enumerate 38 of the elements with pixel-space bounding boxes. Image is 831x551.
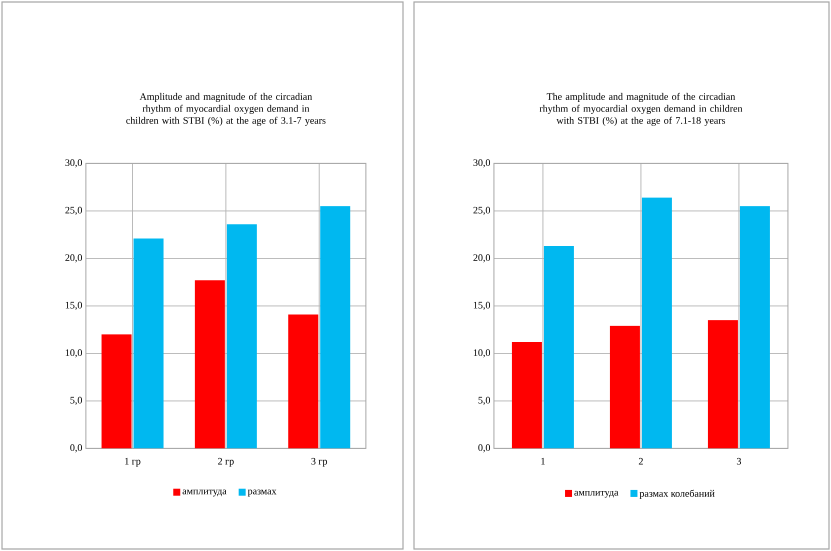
y-tick-label: 25,0 <box>473 206 490 215</box>
x-tick-label: 3 гр <box>311 458 328 467</box>
bar <box>320 206 350 448</box>
bar <box>740 206 770 448</box>
y-tick-label: 25,0 <box>65 206 82 215</box>
chart-title: Amplitude and magnitude of the circadian rhythm of myocardial oxygen demand in children with STBI (%) at the age of 3.1-7 years <box>126 92 326 126</box>
bar <box>512 342 542 448</box>
legend-label: амплитуда <box>574 490 618 498</box>
bar <box>226 224 257 448</box>
bar <box>708 320 738 448</box>
bar <box>642 198 672 448</box>
y-tick-label: 0,0 <box>478 444 490 452</box>
legend-label: размах <box>248 490 276 496</box>
legend-label: размах колебаний <box>640 490 715 499</box>
y-tick-label: 0,0 <box>70 444 82 452</box>
bar <box>194 280 225 448</box>
x-tick-label: 2 <box>638 458 643 464</box>
bar <box>102 334 132 448</box>
x-tick-label: 1 гр <box>125 458 140 467</box>
y-tick-label: 15,0 <box>474 302 490 310</box>
y-tick-label: 5,0 <box>478 396 490 405</box>
y-tick-label: 10,0 <box>474 349 490 358</box>
y-tick-label: 20,0 <box>65 254 82 262</box>
y-tick-label: 20,0 <box>473 254 490 262</box>
y-tick-label: 30,0 <box>473 159 490 168</box>
x-tick-label: 2 гр <box>218 458 234 467</box>
bar <box>288 314 318 448</box>
legend-label: амплитуда <box>182 490 227 496</box>
bar <box>134 238 164 448</box>
y-tick-label: 15,0 <box>66 302 82 310</box>
y-tick-label: 5,0 <box>70 396 82 405</box>
bar <box>610 326 640 448</box>
y-tick-label: 10,0 <box>66 349 82 358</box>
y-tick-label: 30,0 <box>65 159 82 168</box>
x-tick-label: 3 <box>736 458 742 465</box>
x-tick-label: 1 <box>541 458 545 464</box>
bar <box>544 246 574 448</box>
chart-title: The amplitude and magnitude of the circadian rhythm of myocardial oxygen demand in children with STBI (%) at the age of 7.1-18 years <box>540 92 742 126</box>
